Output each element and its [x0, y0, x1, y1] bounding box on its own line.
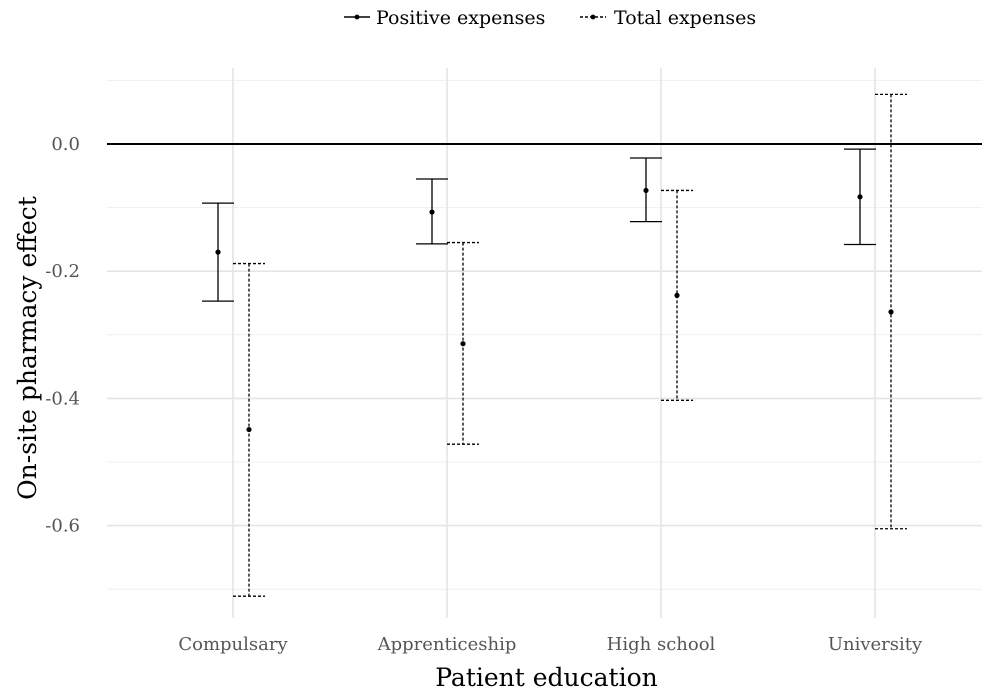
x-tick-label: Compulsary [178, 634, 288, 655]
point-estimate [643, 187, 649, 194]
legend-label: Positive expenses [376, 7, 545, 29]
legend-key-point [590, 14, 596, 20]
point-estimate [215, 249, 221, 255]
errorbar-total-expenses [875, 93, 907, 530]
point-estimate [888, 309, 894, 315]
point-estimate [246, 426, 252, 433]
y-tick-label: 0.0 [51, 134, 80, 155]
x-tick-label: University [828, 634, 923, 655]
error-bars [202, 93, 907, 597]
errorbar-total-expenses [447, 241, 479, 445]
x-tick-labels: Compulsary Apprenticeship High school Unive… [178, 634, 923, 655]
y-tick-labels: 0.0 -0.2 -0.4 -0.6 [45, 134, 80, 537]
y-tick-label: -0.4 [45, 388, 80, 409]
point-estimate [429, 209, 435, 215]
legend-key-point [354, 14, 360, 20]
x-tick-label: Apprenticeship [377, 634, 517, 655]
point-estimate [674, 292, 680, 298]
point-estimate [857, 194, 863, 200]
y-tick-label: -0.6 [45, 516, 80, 537]
point-estimate [460, 341, 466, 347]
errorbar-positive-expenses [202, 202, 234, 302]
errorbar-total-expenses [233, 262, 265, 597]
errorbar-total-expenses [661, 189, 693, 401]
y-tick-label: -0.2 [45, 261, 80, 282]
x-axis-title: Patient education [435, 663, 658, 692]
grid [107, 68, 982, 618]
errorbar-positive-expenses [630, 157, 662, 223]
x-tick-label: High school [607, 634, 716, 655]
errorbar-positive-expenses [844, 148, 876, 246]
legend-label: Total expenses [614, 7, 756, 29]
y-axis-title: On-site pharmacy effect [13, 196, 42, 500]
legend: Positive expenses Total expenses [344, 7, 756, 29]
errorbar-positive-expenses [416, 178, 448, 245]
legend-item: Positive expenses [344, 7, 545, 29]
legend-item: Total expenses [580, 7, 756, 29]
